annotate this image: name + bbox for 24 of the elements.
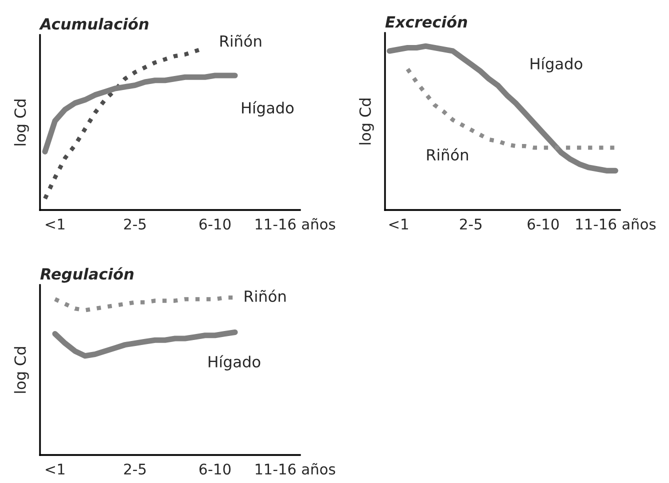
x-tick-label: 11-16 años: [256, 218, 336, 230]
series-label: Hígado: [208, 355, 260, 370]
x-tick-label: 2-5: [124, 218, 146, 230]
x-tick-label: 6-10: [199, 464, 231, 475]
x-tick-label: <1: [389, 218, 408, 230]
series-label: Hígado: [242, 101, 294, 117]
x-tick-label: 2-5: [460, 218, 482, 230]
x-tick-label: 11-16 años: [576, 218, 656, 230]
y-axis-title: log Cd: [14, 100, 29, 146]
y-axis-title: log Cd: [14, 347, 29, 393]
x-tick-label: 6-10: [199, 218, 231, 230]
x-tick-label: 2-5: [124, 464, 146, 475]
chart-title: Excreción: [385, 15, 468, 28]
text: Hígado: [530, 57, 582, 72]
series-label: Riñón: [220, 34, 262, 47]
x-tick-label: 6-10: [528, 218, 559, 230]
series-label: Riñón: [427, 148, 468, 161]
series-label: Riñón: [244, 290, 286, 302]
chart-title: Acumulación: [39, 17, 148, 30]
x-tick-label: <1: [46, 218, 64, 230]
y-axis-title: log Cd: [359, 98, 374, 144]
chart-title: Regulación: [40, 267, 134, 283]
x-tick-label: <1: [46, 464, 64, 474]
x-tick-label: 11-16 años: [256, 463, 336, 475]
